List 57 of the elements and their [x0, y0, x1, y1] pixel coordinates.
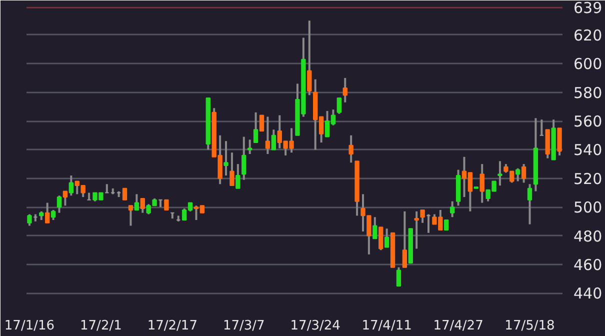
candlestick: [56, 194, 62, 214]
y-tick-label: 580: [574, 84, 602, 102]
candlestick: [253, 111, 258, 144]
y-tick-label: 460: [574, 256, 602, 274]
candlestick: [450, 200, 455, 218]
candlestick: [557, 127, 562, 156]
candlestick: [378, 226, 384, 252]
candlestick: [265, 116, 270, 155]
x-tick-label: 17/3/24: [290, 318, 340, 334]
candlestick: [128, 204, 134, 227]
x-tick-label: 17/2/1: [80, 318, 122, 334]
y-tick-label: 620: [574, 26, 602, 44]
candlestick: [68, 174, 74, 197]
candlestick: [402, 210, 408, 268]
candlestick: [224, 140, 228, 177]
candlestick: [396, 266, 402, 287]
candlestick: [122, 188, 128, 200]
x-tick-label: 17/4/27: [433, 318, 484, 334]
candlestick: [50, 208, 56, 221]
x-tick-label: 17/2/17: [147, 318, 198, 334]
y-tick-label: 520: [574, 170, 602, 188]
candlestick: [27, 213, 32, 227]
candlestick: [348, 134, 354, 164]
y-tick-label: 500: [574, 198, 602, 217]
candlestick: [527, 183, 532, 226]
candlestick: [372, 216, 378, 240]
candlestick: [521, 163, 526, 184]
y-tick-label: 600: [574, 55, 602, 74]
candlestick: [259, 114, 264, 132]
candlestick: [384, 228, 390, 248]
candlestick: [140, 197, 145, 214]
y-tick-label: 440: [574, 284, 602, 303]
candlestick: [336, 97, 342, 115]
y-tick-label: 480: [574, 227, 602, 246]
candlestick: [45, 202, 50, 224]
candlestick: [498, 160, 502, 187]
candlestick: [236, 163, 240, 190]
candlestick: [420, 208, 425, 224]
candlestick: [444, 219, 449, 231]
candlestick: [342, 76, 348, 104]
x-tick-label: 17/1/16: [4, 318, 55, 334]
x-tick-label: 17/3/7: [222, 318, 265, 334]
candlestick: [134, 193, 140, 211]
y-tick-label: 560: [574, 112, 602, 131]
x-tick-label: 17/5/18: [504, 318, 555, 334]
candlestick: [242, 136, 246, 181]
candlestick: [414, 210, 419, 250]
candlestick: [515, 167, 520, 182]
candlestick: [307, 20, 312, 96]
candlestick: [480, 163, 484, 204]
candlestick: [271, 128, 276, 151]
y-tick-label: 540: [574, 141, 602, 160]
x-tick-label: 17/4/11: [362, 318, 412, 334]
candlestick: [164, 199, 169, 210]
ref-line-label: 639: [574, 0, 602, 18]
candlestick: [230, 152, 234, 187]
candlestick: [62, 190, 68, 207]
